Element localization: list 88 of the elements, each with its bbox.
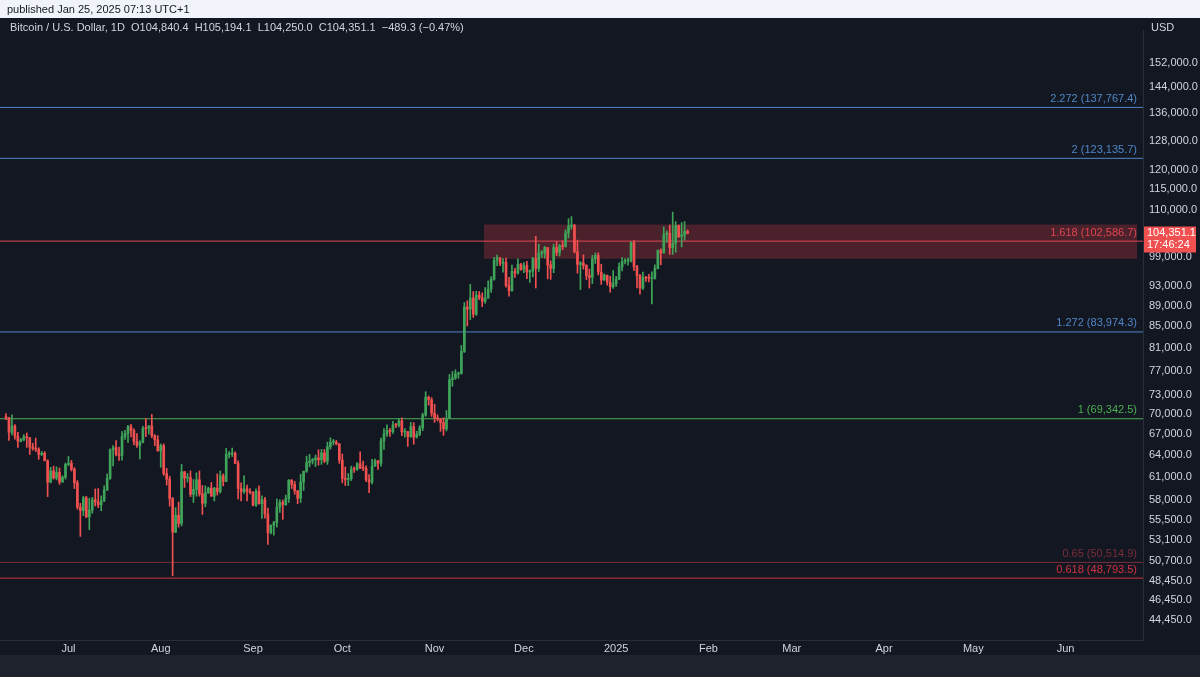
x-tick-label: May xyxy=(962,641,985,654)
y-tick-label: 50,700.0 xyxy=(1149,553,1192,566)
y-tick-label: 55,500.0 xyxy=(1149,512,1192,525)
y-tick-label: 93,000.0 xyxy=(1149,278,1192,291)
ref-line-label: 1.272 (83,974.3) xyxy=(1056,316,1137,329)
y-tick-label: 152,000.0 xyxy=(1149,55,1198,68)
y-tick-label: 136,000.0 xyxy=(1149,106,1198,119)
chart-subtitle: Bitcoin / U.S. Dollar, 1D O104,840.4 H105,194.1 L104,250.0 C104,351.1 −489.3 (−0.47%) xyxy=(10,21,464,34)
candlestick xyxy=(579,261,582,290)
candlestick xyxy=(555,241,558,257)
candlestick xyxy=(591,255,594,284)
candlestick xyxy=(680,222,683,248)
y-tick-label: 73,000.0 xyxy=(1149,388,1192,401)
candlestick xyxy=(159,443,163,468)
candlestick xyxy=(96,488,100,508)
candlestick xyxy=(546,247,550,280)
candlestick xyxy=(332,439,335,446)
y-tick-label: 81,000.0 xyxy=(1149,341,1192,354)
y-tick-label: 144,000.0 xyxy=(1149,80,1198,93)
candlestick xyxy=(439,418,442,432)
candlestick xyxy=(552,243,555,273)
candlestick xyxy=(561,240,564,251)
y-tick-label: 128,000.0 xyxy=(1149,133,1198,146)
candlestick xyxy=(326,441,329,465)
y-tick-label: 64,000.0 xyxy=(1149,448,1192,461)
candlestick xyxy=(49,466,52,484)
x-tick-label: Sep xyxy=(243,641,263,654)
candlestick xyxy=(671,211,675,255)
candlestick xyxy=(87,497,91,530)
x-tick-label: Jun xyxy=(1056,641,1075,654)
x-tick-label: Feb xyxy=(698,641,718,654)
candlestick xyxy=(210,482,213,497)
x-tick-label: Apr xyxy=(875,641,893,654)
candlestick xyxy=(442,417,445,436)
candlestick xyxy=(588,268,591,289)
y-tick-label: 46,450.0 xyxy=(1149,593,1192,606)
text: 17:46:24 xyxy=(1147,238,1190,251)
y-tick-label: 85,000.0 xyxy=(1149,319,1192,332)
candlestick xyxy=(183,471,186,488)
candlestick xyxy=(180,464,183,527)
ref-line-label: 0.65 (50,514.9) xyxy=(1062,546,1137,559)
candlestick xyxy=(40,451,43,456)
y-tick-label: 89,000.0 xyxy=(1149,298,1192,311)
y-tick-label: 110,000.0 xyxy=(1149,202,1198,215)
x-tick-label: Aug xyxy=(150,641,171,654)
candlestick xyxy=(659,248,663,266)
candlestick xyxy=(93,488,97,507)
candlestick xyxy=(320,449,323,465)
x-tick-label: 2025 xyxy=(603,641,629,654)
x-tick-label: Mar xyxy=(782,641,802,654)
y-tick-label: 61,000.0 xyxy=(1149,469,1192,482)
ref-line-label: 1.618 (102,586.7) xyxy=(1050,225,1137,238)
y-tick-label: 48,450.0 xyxy=(1149,574,1192,587)
chart-title: published Jan 25, 2025 07:13 UTC+1 xyxy=(0,0,1200,18)
y-tick-label: 70,000.0 xyxy=(1149,407,1192,420)
y-tick-label: 120,000.0 xyxy=(1149,163,1198,176)
y-tick-label: 115,000.0 xyxy=(1149,182,1198,195)
ref-line-label: 2.272 (137,767.4) xyxy=(1050,91,1137,104)
candlestick xyxy=(299,473,302,503)
y-tick-label: 58,000.0 xyxy=(1149,492,1192,505)
x-tick-label: Nov xyxy=(424,641,445,654)
x-tick-label: Jul xyxy=(61,641,76,654)
candlestick xyxy=(189,470,192,497)
y-tick-label: 77,000.0 xyxy=(1149,364,1192,377)
y-tick-label: 53,100.0 xyxy=(1149,532,1192,545)
ref-line-label: 1 (69,342.5) xyxy=(1077,403,1137,416)
candlestick xyxy=(204,485,207,508)
y-axis-title: USD xyxy=(1151,21,1175,34)
candlestick xyxy=(52,465,55,480)
candlestick xyxy=(82,495,85,516)
candlestick xyxy=(323,449,326,463)
candlestick xyxy=(677,224,680,239)
ref-line-label: 0.618 (48,793.5) xyxy=(1056,562,1137,575)
candlestick xyxy=(686,229,689,235)
x-tick-label: Dec xyxy=(514,641,535,654)
candlestick xyxy=(174,507,177,533)
candlestick xyxy=(177,501,180,528)
candlestick xyxy=(558,243,561,257)
candlestick xyxy=(55,466,58,481)
candlestick xyxy=(281,499,285,520)
y-tick-label: 99,000.0 xyxy=(1149,250,1192,263)
y-tick-label: 67,000.0 xyxy=(1149,427,1192,440)
ref-line-label: 2 (123,135.7) xyxy=(1071,142,1137,155)
candlestick xyxy=(58,467,61,485)
text: 104,351.1 xyxy=(1147,226,1196,239)
y-tick-label: 44,450.0 xyxy=(1149,613,1192,626)
x-tick-label: Oct xyxy=(333,641,351,654)
candlestick xyxy=(311,457,314,465)
